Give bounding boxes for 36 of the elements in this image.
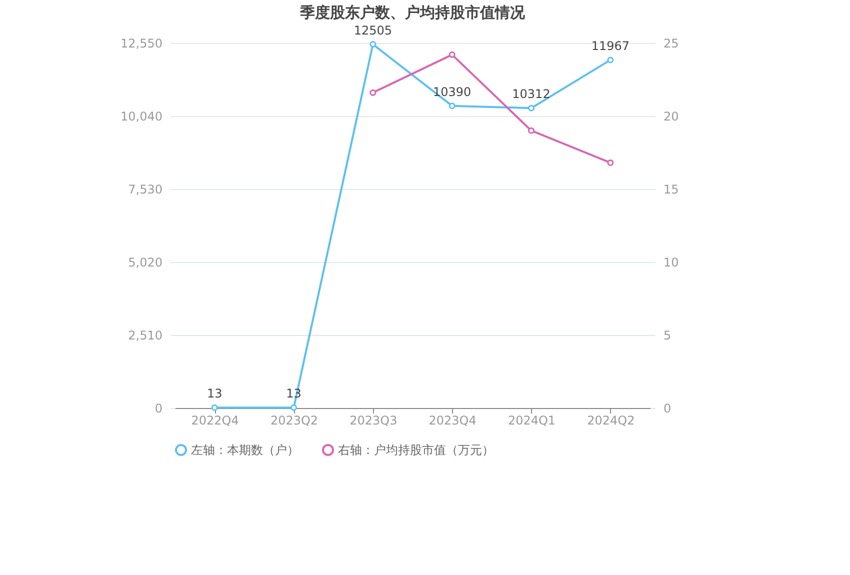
- chart-title: 季度股东户数、户均持股市值情况: [299, 3, 526, 22]
- y2-tick-label: 5: [664, 328, 672, 342]
- x-tick-label: 2024Q1: [508, 414, 556, 428]
- x-tick-label: 2023Q4: [428, 414, 476, 428]
- y-tick-label: 12,550: [120, 36, 162, 50]
- data-label: 11967: [591, 38, 630, 53]
- point: [528, 104, 534, 112]
- y2-tick-label: 20: [664, 110, 679, 124]
- y2-tick-label: 0: [664, 402, 672, 416]
- x-tick-label: 2022Q4: [191, 414, 239, 428]
- y-tick-label: 7,530: [128, 182, 162, 196]
- data-label: 10312: [512, 87, 550, 102]
- point: [370, 41, 376, 48]
- point: [448, 102, 456, 110]
- y-tick-label: 0: [154, 402, 162, 416]
- data-label: 12505: [354, 23, 392, 38]
- x-tick-label: 2023Q2: [270, 414, 318, 428]
- point: [607, 56, 614, 64]
- x-tick-label: 2024Q2: [587, 414, 635, 428]
- point: [607, 159, 614, 166]
- y2-tick-label: 10: [664, 256, 679, 270]
- point: [448, 51, 456, 58]
- y-tick-label: 2,510: [128, 328, 162, 342]
- y2-tick-label: 25: [664, 36, 679, 50]
- legend-label: 右轴：户均持股市值（万元）: [338, 443, 494, 457]
- x-tick-label: 2023Q3: [350, 414, 398, 428]
- y-tick-label: 10,040: [120, 110, 162, 124]
- legend-label: 左轴：本期数（户）: [191, 443, 299, 457]
- point: [528, 127, 534, 134]
- y2-tick-label: 15: [664, 182, 679, 196]
- y-tick-label: 5,020: [128, 256, 162, 270]
- data-label: 13: [206, 386, 222, 401]
- point: [370, 89, 376, 96]
- data-label: 10390: [432, 84, 472, 99]
- point: [211, 404, 218, 411]
- point: [290, 404, 297, 411]
